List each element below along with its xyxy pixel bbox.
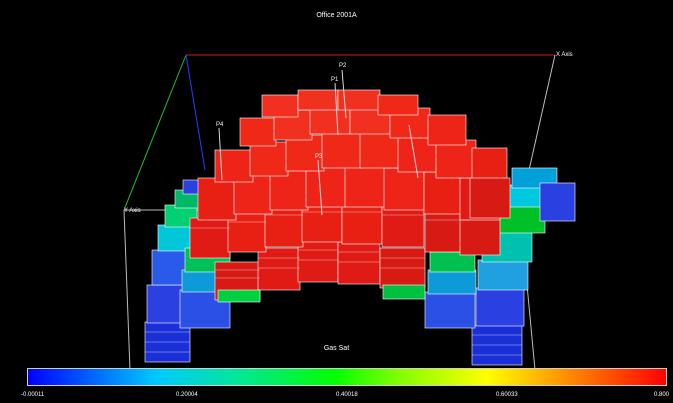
colorbar-label: Gas Sat [323, 345, 350, 352]
reservoir-blocks-edges [144, 167, 576, 366]
layer-lines [145, 211, 522, 356]
colorbar-ticks: -0.00011 0.20004 0.40018 0.60033 0.800 [0, 392, 673, 402]
plot-title: Office 2001A [316, 12, 357, 19]
well-label-p3: P3 [315, 154, 323, 160]
y-axis-label: Y Axis [124, 208, 141, 214]
colorbar-tick: 0.20004 [176, 392, 198, 398]
well-label-p4: P4 [216, 122, 224, 128]
colorbar-tick: 0.60033 [496, 392, 518, 398]
well-label-p1: P1 [331, 77, 339, 83]
colorbar [27, 368, 667, 386]
colorbar-tick: -0.00011 [21, 392, 45, 398]
well-label-p2: P2 [339, 63, 347, 69]
colorbar-tick: 0.40018 [336, 392, 358, 398]
colorbar-tick: 0.800 [654, 392, 670, 398]
well-markers [218, 69, 419, 216]
x-axis-label: X Axis [556, 52, 573, 58]
reservoir-blocks-core [189, 89, 511, 303]
